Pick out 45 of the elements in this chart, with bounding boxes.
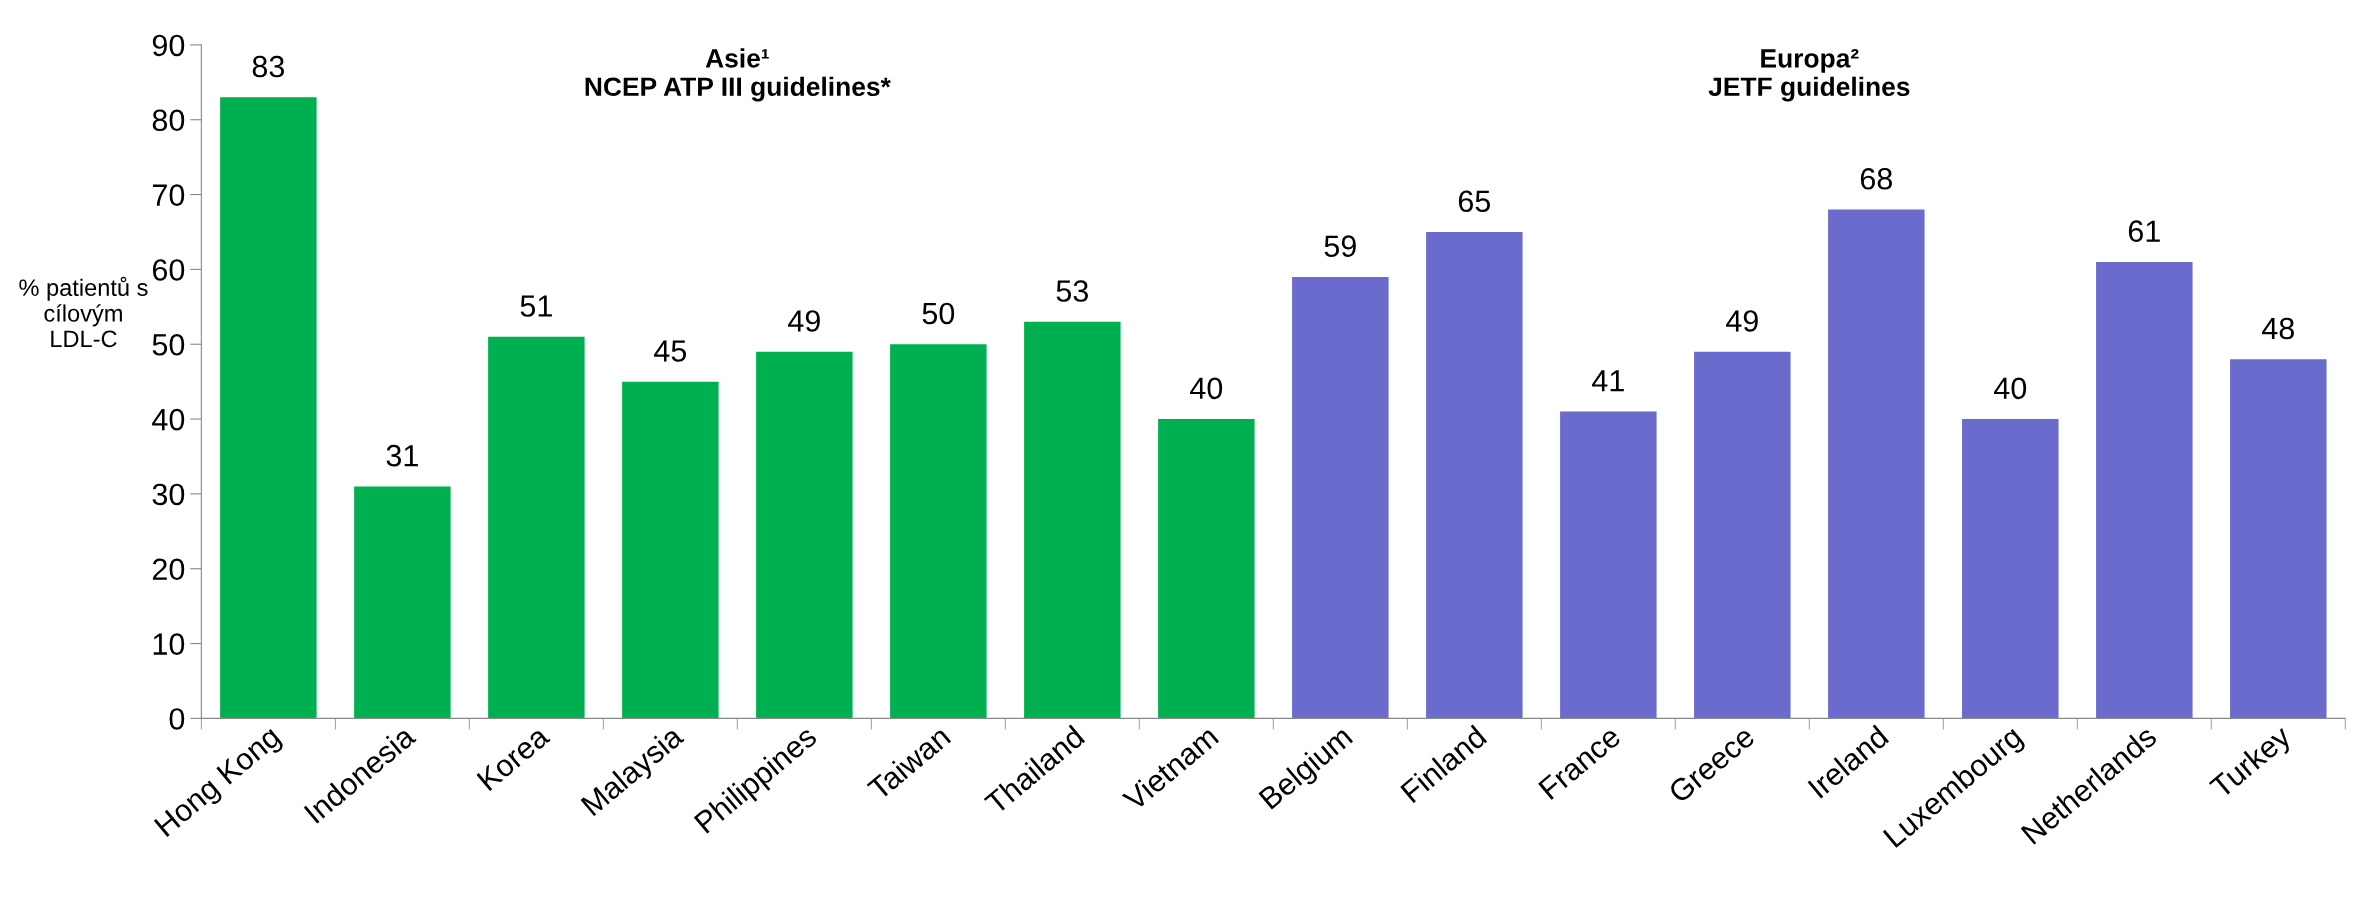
y-tick-label: 40 bbox=[152, 408, 185, 431]
bar bbox=[1828, 209, 1925, 719]
y-tick-label: 10 bbox=[153, 633, 185, 655]
data-label: 41 bbox=[1592, 370, 1624, 392]
y-tick-label: 20 bbox=[152, 558, 185, 581]
bar bbox=[622, 381, 719, 719]
annotation: Asie¹ NCEP ATP III guidelines* bbox=[585, 48, 891, 102]
data-label: 49 bbox=[1726, 310, 1758, 332]
data-label: 49 bbox=[788, 310, 820, 332]
bar bbox=[1560, 411, 1657, 719]
bar bbox=[220, 97, 317, 719]
data-label: 50 bbox=[922, 302, 955, 325]
y-tick-label: 80 bbox=[152, 109, 185, 132]
bar bbox=[1426, 231, 1523, 719]
bar bbox=[756, 351, 853, 719]
annotation: Europa² JETF guidelines bbox=[1708, 49, 1910, 102]
data-label: 61 bbox=[2128, 220, 2160, 242]
bar bbox=[1024, 321, 1121, 719]
data-label: 53 bbox=[1056, 280, 1088, 302]
data-label: 65 bbox=[1458, 190, 1491, 213]
data-label: 68 bbox=[1860, 167, 1892, 190]
bar bbox=[1694, 351, 1791, 719]
bar bbox=[1158, 419, 1255, 719]
data-label: 40 bbox=[1994, 377, 2027, 400]
data-label: 31 bbox=[386, 444, 418, 467]
data-label: 48 bbox=[2262, 317, 2294, 340]
y-tick-label: 0 bbox=[169, 708, 185, 730]
y-tick-label: 30 bbox=[152, 483, 185, 506]
bar bbox=[2096, 261, 2193, 719]
data-label: 51 bbox=[520, 295, 552, 317]
bar bbox=[1962, 419, 2059, 719]
bar bbox=[1292, 276, 1389, 719]
y-tick-label: 90 bbox=[152, 34, 185, 57]
data-label: 83 bbox=[252, 55, 285, 78]
y-axis-title: % patientů s cílovým LDL-C bbox=[19, 276, 148, 348]
y-tick-label: 50 bbox=[152, 333, 185, 356]
bar bbox=[890, 344, 987, 719]
bar bbox=[2230, 359, 2327, 719]
bar bbox=[354, 486, 451, 719]
data-label: 59 bbox=[1324, 235, 1356, 257]
y-tick-label: 70 bbox=[152, 184, 185, 206]
bar bbox=[488, 336, 585, 719]
data-label: 45 bbox=[654, 340, 687, 362]
data-label: 40 bbox=[1190, 377, 1223, 400]
y-tick-label: 60 bbox=[152, 259, 185, 281]
